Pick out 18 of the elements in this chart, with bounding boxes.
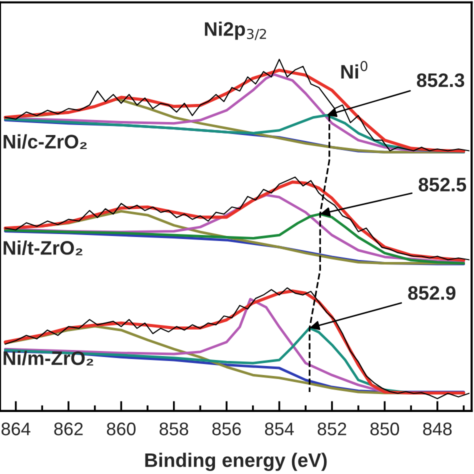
x-tick-label: 856 — [212, 422, 241, 436]
annotation: Ni/c-ZrO₂ — [4, 134, 87, 149]
x-tick-label: 862 — [54, 422, 83, 436]
x-tick-label: 860 — [106, 422, 136, 436]
x-axis-title: Binding energy (eV) — [145, 452, 327, 471]
annotation: 852.5 — [418, 178, 466, 192]
annotation: Ni$^{0}$ — [341, 60, 368, 78]
x-tick-label: 854 — [265, 422, 294, 436]
x-tick-label: 850 — [370, 422, 400, 436]
x-tick-label: 852 — [318, 422, 346, 436]
annotation: 852.9 — [408, 286, 456, 300]
x-tick-label: 858 — [160, 422, 188, 436]
annotation: Ni/t-ZrO₂ — [4, 240, 82, 256]
annotation: Ni/m-ZrO₂ — [4, 350, 94, 366]
x-tick-label: 864 — [2, 422, 30, 436]
x-tick-label: 848 — [423, 422, 452, 436]
chart-title: Ni2p$_{3/2}$ — [204, 22, 266, 40]
annotation: 852.3 — [416, 73, 464, 88]
